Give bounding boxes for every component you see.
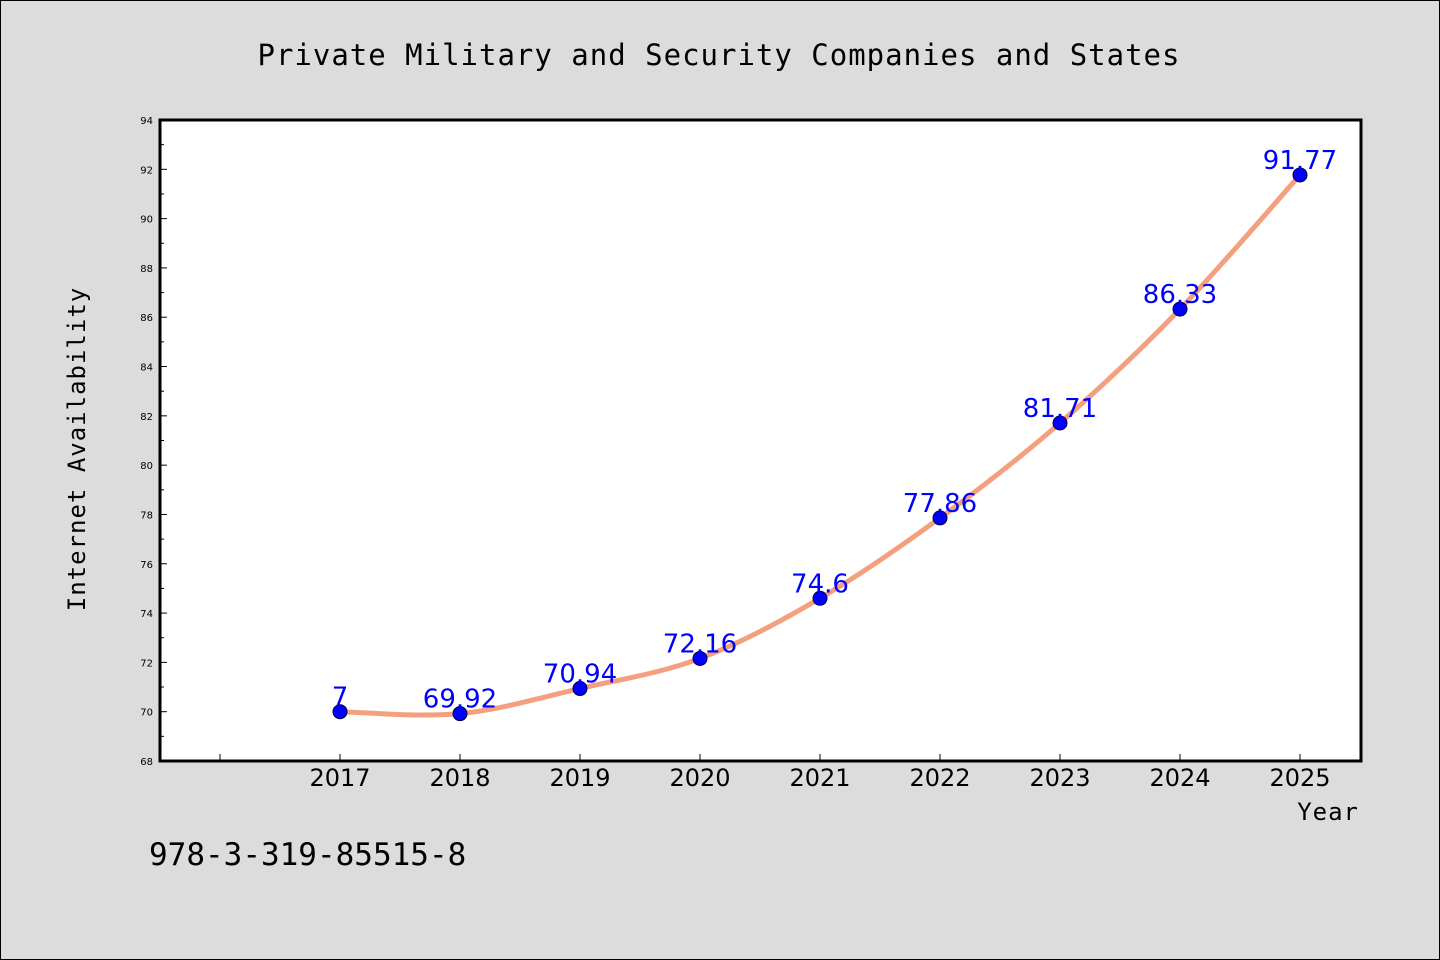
plot-area	[158, 118, 1363, 763]
data-point	[452, 706, 468, 722]
y-tick-label: 76	[140, 560, 153, 571]
x-tick-label: 2024	[1149, 764, 1210, 792]
data-point	[1052, 415, 1068, 431]
data-label: 91.77	[1263, 146, 1337, 176]
data-point	[1292, 167, 1308, 183]
data-point	[692, 650, 708, 666]
y-tick-label: 90	[140, 215, 153, 226]
y-tick-label: 80	[140, 461, 153, 472]
x-tick-label: 2023	[1029, 764, 1090, 792]
y-axis-label: Internet Availability	[63, 287, 91, 611]
y-tick-label: 94	[140, 116, 153, 127]
x-axis: 2017 2018 2019 2020 2021 2022 2023 2024 2025	[219, 754, 1331, 792]
y-tick-label: 70	[140, 708, 153, 719]
y-tick-label: 78	[140, 510, 153, 521]
x-tick-label: 2019	[549, 764, 610, 792]
y-tick-label: 74	[140, 609, 153, 620]
y-tick-label: 72	[140, 658, 153, 669]
data-label: 81.71	[1023, 394, 1097, 424]
data-label: 70.94	[543, 660, 617, 690]
x-tick-label: 2020	[669, 764, 730, 792]
x-tick-label: 2021	[789, 764, 850, 792]
y-tick-label: 68	[140, 757, 153, 768]
y-tick-label: 82	[140, 412, 153, 423]
x-axis-label: Year	[1297, 798, 1359, 826]
series-line	[337, 172, 1303, 718]
y-tick-label: 86	[140, 313, 153, 324]
series-layer: 7 69.92 70.94 72.16 74.6 77.86 81.71 86.33 91.77	[332, 146, 1337, 722]
data-point	[1172, 301, 1188, 317]
x-tick-label: 2017	[309, 764, 370, 792]
y-tick-label: 88	[140, 264, 153, 275]
chart-title: Private Military and Security Companies …	[258, 38, 1181, 72]
y-axis: 68 70 72 74 76 78 80 82 84 86 88 90 92 94	[140, 116, 167, 768]
data-label: 72.16	[663, 629, 737, 659]
data-point	[332, 704, 348, 720]
x-tick-label: 2025	[1269, 764, 1330, 792]
data-point	[572, 681, 588, 697]
data-label: 69.92	[423, 685, 497, 715]
y-tick-label: 84	[140, 363, 153, 374]
y-tick-label: 92	[140, 165, 153, 176]
data-point	[812, 590, 828, 606]
data-point	[932, 510, 948, 526]
data-label: 74.6	[791, 569, 849, 599]
x-tick-label: 2022	[909, 764, 970, 792]
x-tick-label: 2018	[429, 764, 490, 792]
data-label: 7	[332, 683, 349, 713]
data-label: 86.33	[1143, 280, 1217, 310]
data-label: 77.86	[903, 489, 977, 519]
isbn-text: 978-3-319-85515-8	[149, 837, 466, 873]
